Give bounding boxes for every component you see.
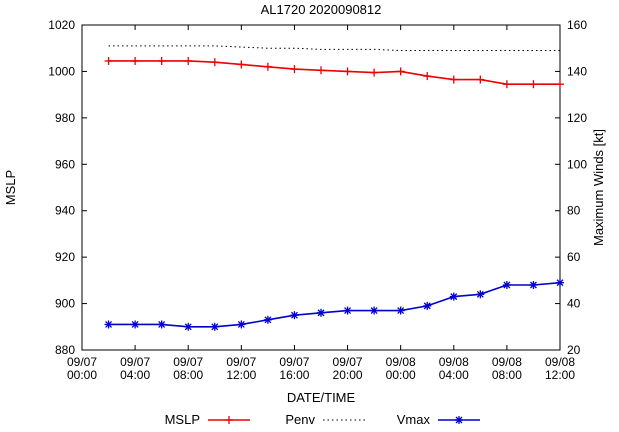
y-axis-right-tick-label: 20: [567, 343, 581, 357]
chart-title: AL1720 2020090812: [261, 2, 382, 17]
x-axis-tick-label-time: 00:00: [386, 368, 416, 382]
legend-marker-vmax: [455, 416, 463, 424]
series-marker-vmax: [317, 309, 325, 317]
y-axis-left-tick-label: 880: [55, 343, 75, 357]
series-marker-vmax: [211, 323, 219, 331]
y-axis-right-tick-label: 140: [567, 64, 587, 78]
x-axis-tick-label-date: 09/07: [279, 355, 309, 369]
y-axis-left-tick-label: 960: [55, 157, 75, 171]
plot-border: [81, 24, 561, 351]
y-axis-right-tick-label: 80: [567, 204, 581, 218]
series-marker-vmax: [423, 302, 431, 310]
x-axis-tick-label-date: 09/08: [386, 355, 416, 369]
legend-label-penv: Penv: [285, 412, 315, 427]
series-marker-vmax: [529, 281, 537, 289]
y-axis-left-tick-label: 1020: [48, 18, 75, 32]
x-axis-tick-label-date: 09/07: [67, 355, 97, 369]
y-axis-left-tick-label: 980: [55, 111, 75, 125]
y-axis-right-tick-label: 40: [567, 297, 581, 311]
y-axis-right-tick-label: 60: [567, 250, 581, 264]
series-marker-vmax: [476, 290, 484, 298]
y-axis-left-tick-label: 900: [55, 297, 75, 311]
x-axis-tick-label-time: 00:00: [67, 368, 97, 382]
series-line-mslp: [108, 60, 560, 85]
legend-label-vmax: Vmax: [397, 412, 431, 427]
series-marker-vmax: [503, 281, 511, 289]
x-axis-tick-label-time: 16:00: [279, 368, 309, 382]
legend-label-mslp: MSLP: [165, 412, 200, 427]
x-axis-tick-label-date: 09/07: [226, 355, 256, 369]
x-axis-tick-label-date: 09/07: [333, 355, 363, 369]
series-line-penv: [108, 45, 560, 52]
y-axis-left-tick-label: 1000: [48, 64, 75, 78]
y-axis-right-tick-label: 160: [567, 18, 587, 32]
x-axis-title: DATE/TIME: [287, 390, 356, 405]
x-axis-tick-label-time: 12:00: [226, 368, 256, 382]
y-axis-right-tick-label: 100: [567, 157, 587, 171]
series-marker-vmax: [184, 323, 192, 331]
series-marker-vmax: [105, 321, 113, 328]
x-axis-tick-label-date: 09/08: [545, 355, 575, 369]
x-axis-tick-label-date: 09/08: [492, 355, 522, 369]
x-axis-tick-label-date: 09/07: [173, 355, 203, 369]
x-axis-tick-label-date: 09/08: [439, 355, 469, 369]
series-marker-vmax: [370, 307, 378, 314]
x-axis-tick-label-time: 04:00: [120, 368, 150, 382]
series-marker-vmax: [397, 307, 405, 314]
y-axis-left-tick-label: 920: [55, 250, 75, 264]
series-marker-vmax: [450, 293, 458, 301]
series-marker-vmax: [556, 279, 564, 287]
y-axis-right-tick-label: 120: [567, 111, 587, 125]
series-marker-vmax: [237, 321, 245, 328]
x-axis-tick-label-time: 08:00: [173, 368, 203, 382]
series-marker-vmax: [131, 321, 139, 328]
series-marker-vmax: [290, 311, 298, 319]
x-axis-tick-label-time: 20:00: [333, 368, 363, 382]
y-axis-left-tick-label: 940: [55, 204, 75, 218]
series-marker-vmax: [344, 307, 352, 314]
x-axis-tick-label-time: 08:00: [492, 368, 522, 382]
y-axis-left-title: MSLP: [3, 170, 18, 205]
x-axis-tick-label-date: 09/07: [120, 355, 150, 369]
x-axis-tick-label-time: 04:00: [439, 368, 469, 382]
x-axis-tick-label-time: 12:00: [545, 368, 575, 382]
series-marker-vmax: [158, 321, 166, 328]
y-axis-right-title: Maximum Winds [kt]: [591, 129, 606, 246]
series-marker-vmax: [264, 316, 272, 324]
series-line-vmax: [108, 281, 561, 328]
